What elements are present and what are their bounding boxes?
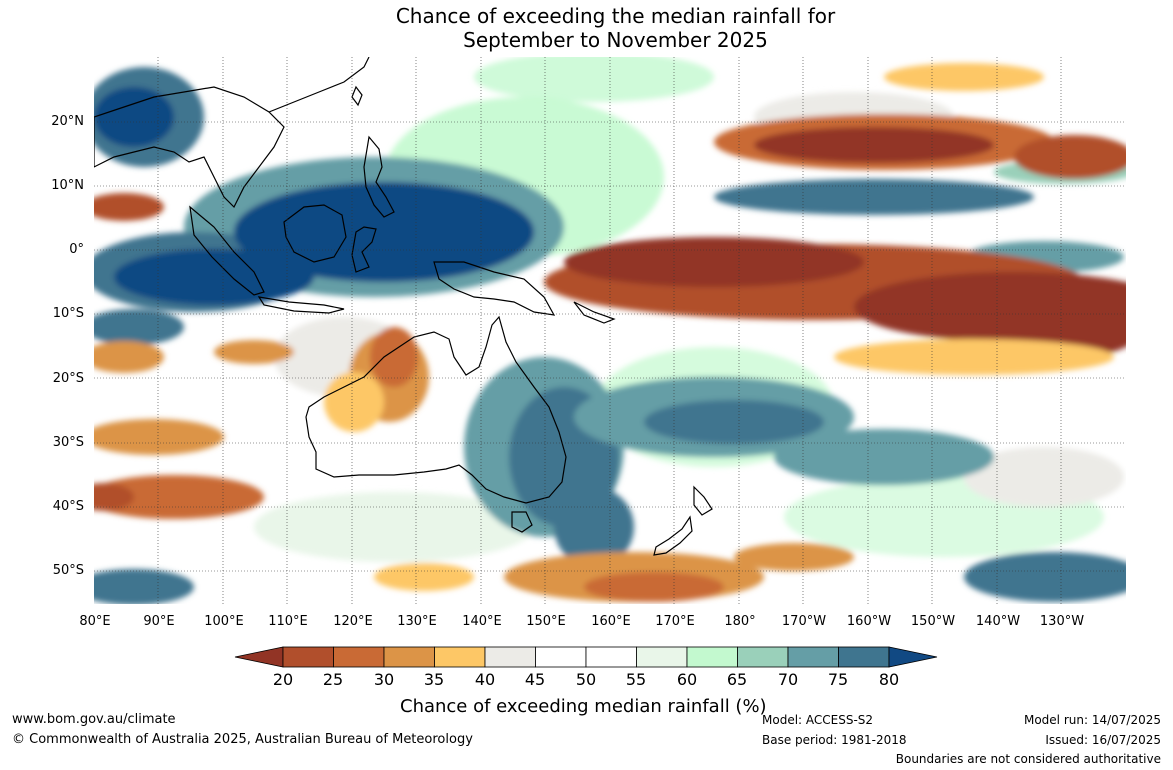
colorbar-arrow-high: [888, 646, 938, 668]
colorbar-segment: [686, 646, 738, 668]
colorbar-segment: [333, 646, 385, 668]
lon-label-130w: 130°W: [1039, 614, 1085, 629]
colorbar-segment: [787, 646, 839, 668]
lon-label-140e: 140°E: [462, 614, 502, 629]
lat-label-10n: 10°N: [51, 178, 84, 193]
colorbar: [234, 646, 938, 668]
colorbar-segment: [636, 646, 688, 668]
colorbar-tick-80: 80: [878, 670, 900, 689]
footer-website: www.bom.gov.au/climate: [12, 712, 176, 727]
tasmania-outline: [511, 511, 533, 533]
colorbar-tick-70: 70: [777, 670, 799, 689]
colorbar-segment: [535, 646, 587, 668]
lat-label-0: 0°: [69, 242, 84, 257]
lon-label-160w: 160°W: [846, 614, 892, 629]
lon-label-160e: 160°E: [591, 614, 631, 629]
new-zealand-outline: [653, 485, 713, 556]
colorbar-segment: [383, 646, 435, 668]
map-title-line2: September to November 2025: [463, 28, 768, 52]
footer-model: Model: ACCESS-S2: [762, 713, 874, 727]
lat-label-20s: 20°S: [52, 371, 84, 386]
lat-label-10s: 10°S: [52, 306, 84, 321]
colorbar-segment: [585, 646, 637, 668]
map-title-line1: Chance of exceeding the median rainfall …: [395, 4, 836, 28]
java-outline: [257, 296, 345, 314]
colorbar-segment: [434, 646, 486, 668]
colorbar-segment: [838, 646, 890, 668]
map-title: Chance of exceeding the median rainfall …: [0, 4, 1173, 52]
philippines-outline: [363, 135, 395, 218]
colorbar-tick-40: 40: [474, 670, 496, 689]
colorbar-segment: [737, 646, 789, 668]
lat-label-50s: 50°S: [52, 563, 84, 578]
lon-label-170e: 170°E: [655, 614, 695, 629]
new-guinea-outline: [433, 261, 556, 316]
borneo-outline: [283, 204, 347, 263]
colorbar-arrow-low: [234, 646, 284, 668]
se-asia-outline: [94, 86, 285, 209]
colorbar-segments: [234, 646, 938, 668]
lon-label-100e: 100°E: [204, 614, 244, 629]
lat-label-30s: 30°S: [52, 435, 84, 450]
colorbar-tick-75: 75: [827, 670, 849, 689]
colorbar-segment: [484, 646, 536, 668]
rainfall-outlook-map: [94, 57, 1126, 604]
footer-issued: Issued: 16/07/2025: [1045, 733, 1161, 747]
lat-label-40s: 40°S: [52, 499, 84, 514]
colorbar-tick-25: 25: [322, 670, 344, 689]
colorbar-tick-30: 30: [373, 670, 395, 689]
lat-label-20n: 20°N: [51, 114, 84, 129]
solomon-islands-outline: [573, 301, 616, 324]
sulawesi-outline: [351, 226, 377, 273]
lon-label-140w: 140°W: [975, 614, 1021, 629]
map-canvas: [94, 57, 1126, 604]
coastlines: [94, 57, 713, 556]
lon-label-130e: 130°E: [397, 614, 437, 629]
taiwan-outline: [351, 85, 363, 107]
lon-label-150w: 150°W: [910, 614, 956, 629]
lon-label-170w: 170°W: [781, 614, 827, 629]
lon-label-180: 180°: [724, 614, 756, 629]
lon-label-150e: 150°E: [526, 614, 566, 629]
graticule: [94, 57, 1126, 604]
lon-label-90e: 90°E: [143, 614, 175, 629]
lon-label-120e: 120°E: [333, 614, 373, 629]
colorbar-tick-65: 65: [726, 670, 748, 689]
footer-model-run: Model run: 14/07/2025: [1023, 713, 1161, 727]
footer-copyright: © Commonwealth of Australia 2025, Austra…: [12, 732, 473, 747]
colorbar-title: Chance of exceeding median rainfall (%): [400, 696, 767, 717]
sumatra-outline: [189, 205, 265, 296]
colorbar-segment: [282, 646, 334, 668]
colorbar-tick-20: 20: [272, 670, 294, 689]
lon-label-110e: 110°E: [268, 614, 308, 629]
australia-outline: [305, 315, 567, 504]
colorbar-tick-55: 55: [625, 670, 647, 689]
lon-label-80e: 80°E: [79, 614, 111, 629]
colorbar-tick-60: 60: [676, 670, 698, 689]
colorbar-tick-50: 50: [575, 670, 597, 689]
china-coast-outline: [268, 57, 370, 113]
footer-disclaimer: Boundaries are not considered authoritat…: [895, 752, 1161, 766]
footer-base-period: Base period: 1981-2018: [762, 733, 907, 747]
probability-field: [94, 57, 1126, 604]
colorbar-tick-35: 35: [423, 670, 445, 689]
colorbar-tick-45: 45: [524, 670, 546, 689]
